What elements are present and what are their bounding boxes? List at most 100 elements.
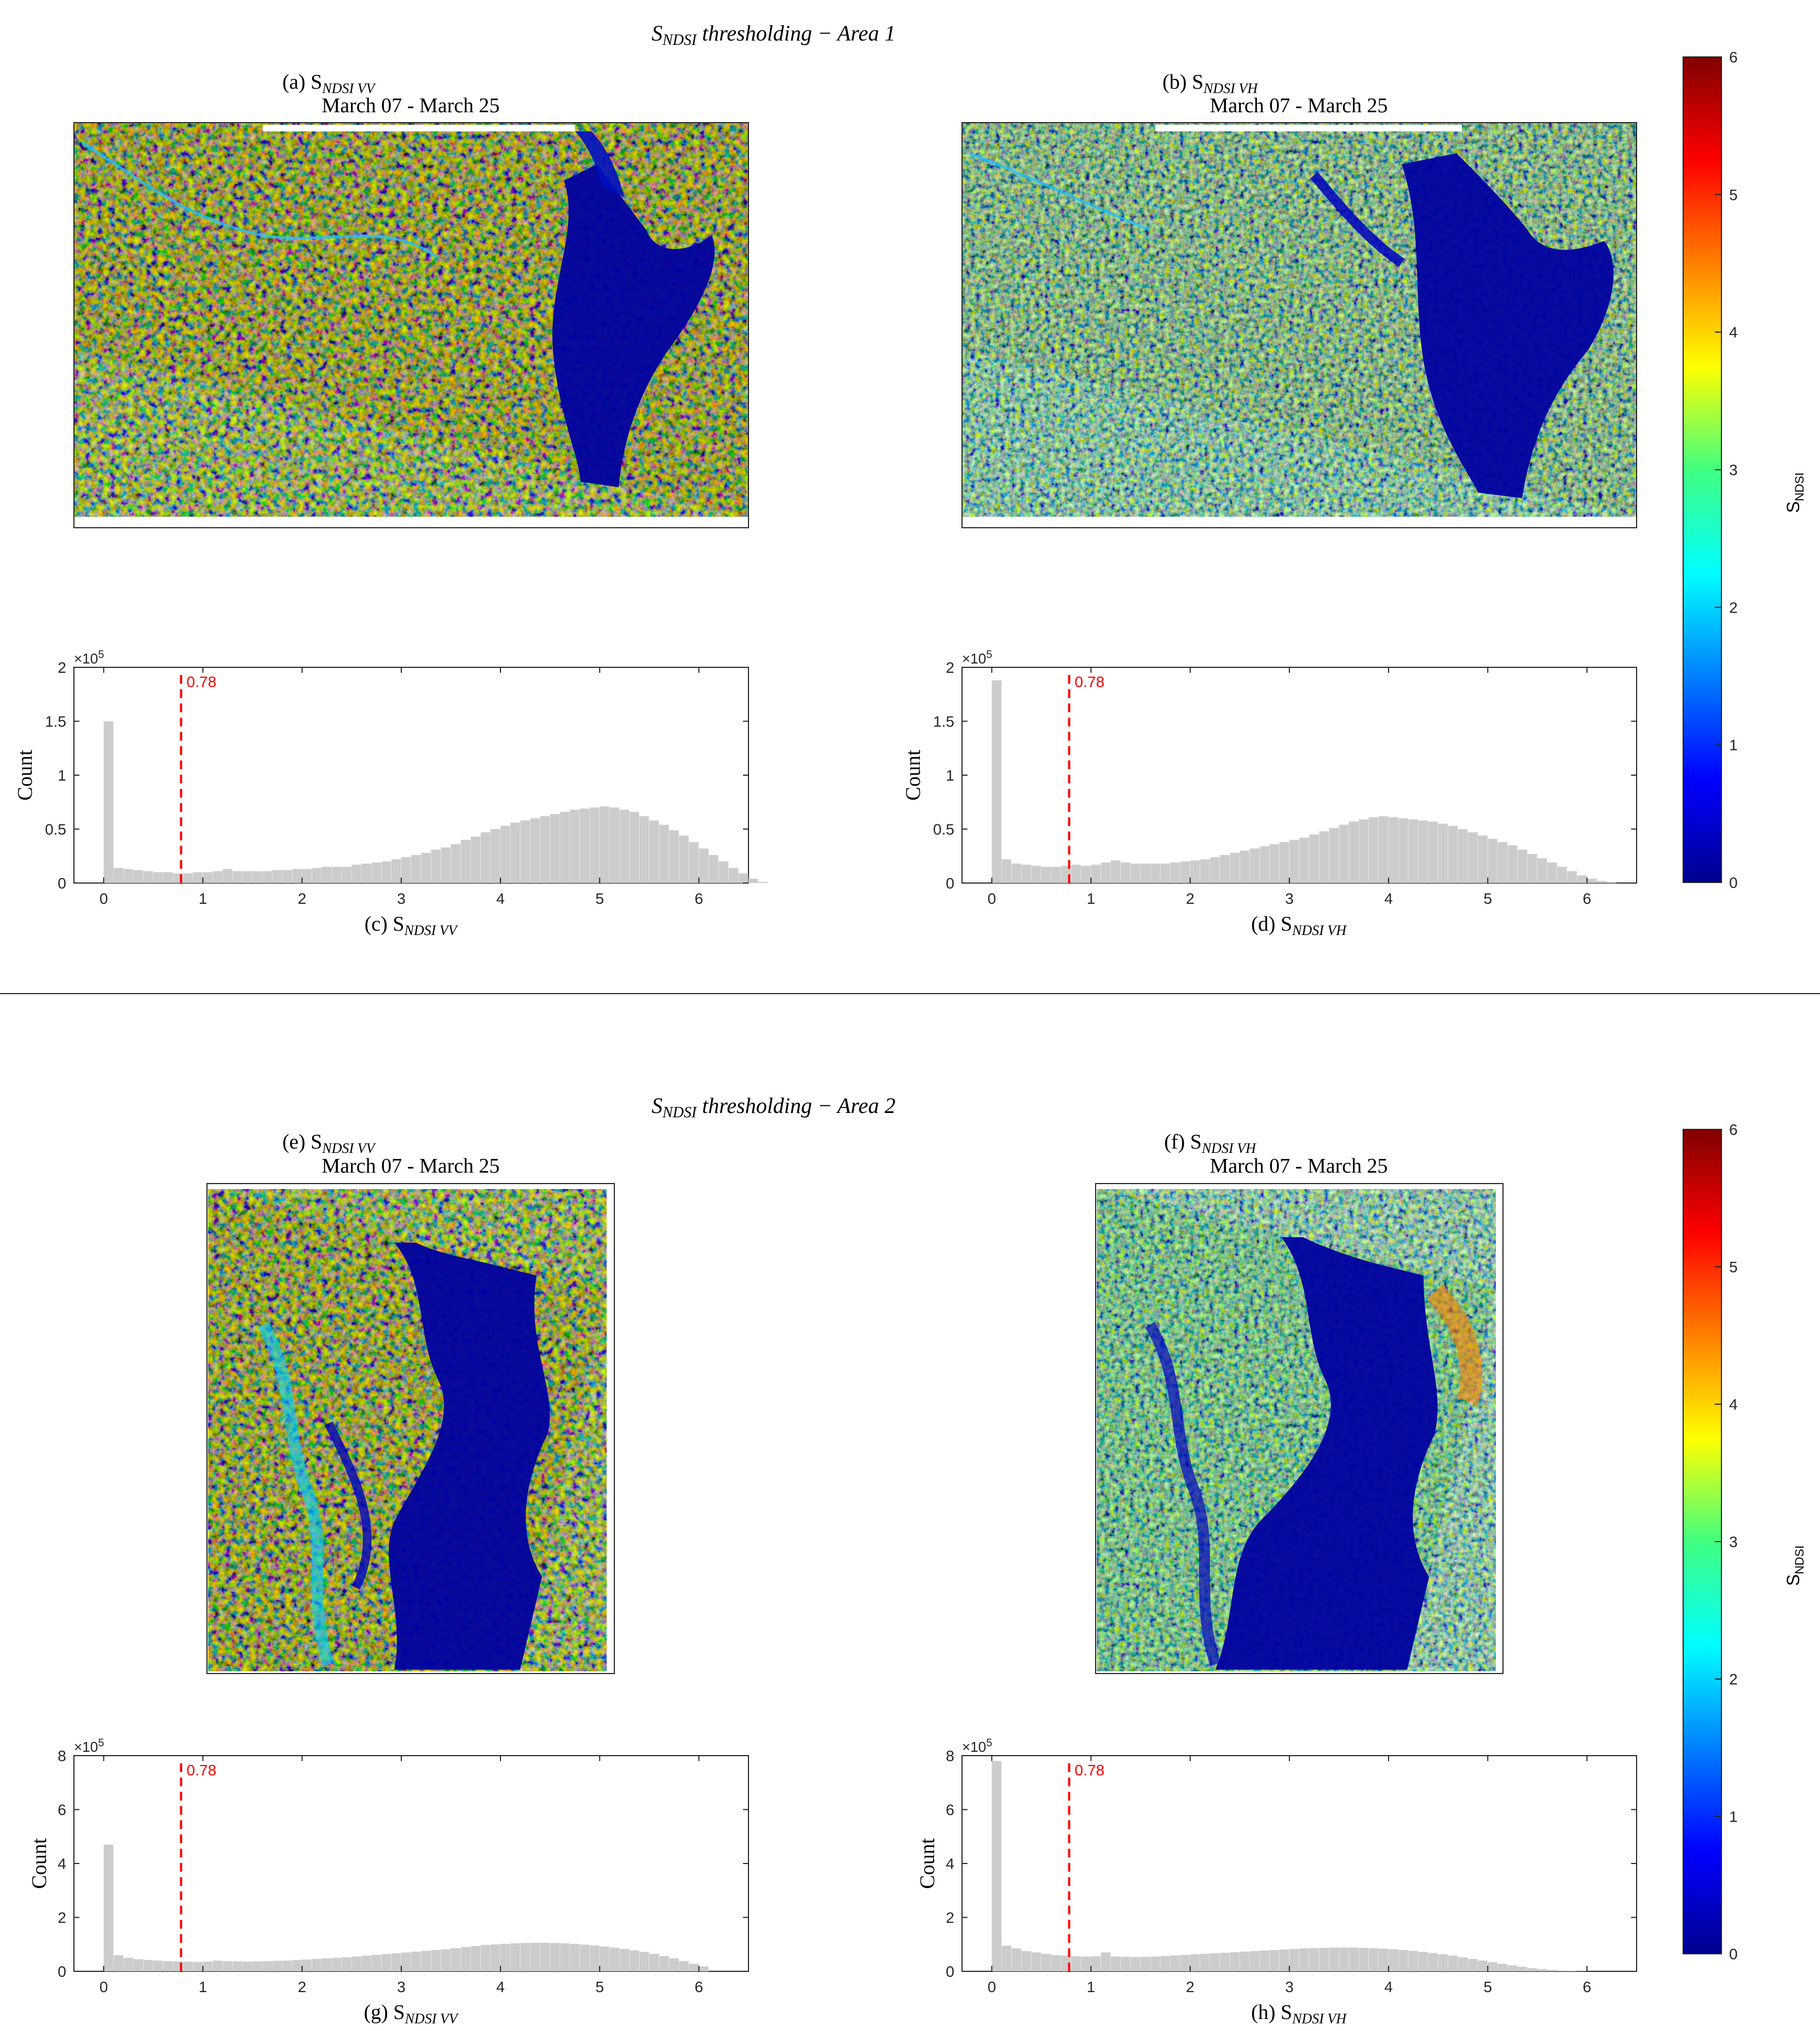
y-tick-label: 1.5 <box>933 713 954 730</box>
histogram-bars <box>992 1761 1587 1971</box>
y-axis-label: Count <box>28 1838 51 1889</box>
histogram-bar <box>302 869 312 883</box>
histogram-bar <box>332 867 342 883</box>
histogram-bar <box>1349 1947 1359 1971</box>
x-tick-label: 2 <box>298 1978 307 1995</box>
histogram-bar <box>1289 840 1299 883</box>
x-tick-label: 2 <box>298 890 307 907</box>
histogram-bar <box>143 871 153 883</box>
y-scale-label: ×105 <box>74 1737 104 1755</box>
x-tick-label: 6 <box>695 890 704 907</box>
colorbar-tick-label: 1 <box>1729 1808 1738 1825</box>
histogram-bar <box>1091 1956 1101 1971</box>
histogram-bar <box>1269 844 1280 883</box>
threshold-label: 0.78 <box>1075 673 1105 690</box>
histogram-bar <box>1517 849 1528 883</box>
y-tick-label: 6 <box>946 1802 954 1819</box>
x-tick-label: 2 <box>1186 1978 1195 1995</box>
histogram-bar <box>520 1943 530 1971</box>
histogram-bar <box>480 832 491 883</box>
histogram-bar <box>1378 1948 1389 1971</box>
y-tick-label: 2 <box>57 659 66 676</box>
y-tick-label: 2 <box>946 659 954 676</box>
histogram-bar <box>163 872 173 883</box>
histogram-axes <box>961 1755 1637 1972</box>
histogram-bar <box>262 871 272 883</box>
histogram-bar <box>321 867 332 883</box>
colorbar-area-1: 0 1 2 3 4 5 6 SNDSI <box>1683 49 1806 891</box>
histogram-bar <box>1478 1960 1488 1971</box>
histogram-bar <box>1507 1965 1518 1971</box>
histogram-bar <box>391 1953 401 1971</box>
histogram-label: (h) SNDSI VH <box>1251 2001 1347 2027</box>
histogram-bar <box>431 849 441 883</box>
histogram-bar <box>679 1961 689 1971</box>
histogram-bar <box>480 1945 491 1971</box>
histogram-bar <box>1249 848 1260 883</box>
histogram-bar <box>1358 819 1369 883</box>
map-panel-b: (b) SNDSI VH March 07 - March 25 <box>961 71 1637 528</box>
histogram-bar <box>718 861 729 883</box>
histogram-bar <box>1110 1956 1121 1971</box>
x-tick-label: 6 <box>695 1978 704 1995</box>
y-tick-label: 4 <box>946 1855 954 1872</box>
histogram-bar <box>609 807 619 883</box>
histogram-bar <box>282 870 292 883</box>
map-image-vv-area1 <box>74 123 748 517</box>
histogram-bar <box>629 1950 640 1971</box>
histogram-bar <box>1101 862 1111 883</box>
y-tick-label: 0.5 <box>933 821 954 838</box>
x-tick-label: 3 <box>397 890 406 907</box>
histogram-bar <box>1001 859 1012 883</box>
histogram-bar <box>1220 1953 1230 1971</box>
histogram-bar <box>1031 866 1041 883</box>
histogram-bar <box>1408 1951 1418 1971</box>
histogram-bar <box>361 863 372 883</box>
histogram-bar <box>1488 1962 1498 1971</box>
map-label: (a) SNDSI VV <box>283 71 377 96</box>
histogram-bar <box>1001 1946 1012 1971</box>
x-tick-label: 0 <box>100 890 108 907</box>
histogram-bar <box>1269 1950 1280 1971</box>
x-tick-label: 3 <box>1285 1978 1294 1995</box>
threshold-label: 0.78 <box>187 1762 217 1779</box>
y-axis-label: Count <box>902 749 925 800</box>
histogram-bar <box>1091 864 1101 883</box>
colorbar-label: SNDSI <box>1783 1545 1806 1586</box>
histogram-bar <box>203 872 213 883</box>
histogram-bar <box>1547 862 1557 883</box>
histogram-bar <box>1279 1949 1289 1971</box>
histogram-bar <box>1478 835 1488 883</box>
histogram-bar <box>1190 1954 1200 1971</box>
histogram-bar <box>1051 867 1061 883</box>
histogram-bar <box>222 869 233 883</box>
histogram-bar <box>1329 1947 1339 1971</box>
map-label: (f) SNDSI VH <box>1164 1130 1257 1156</box>
histogram-bar <box>1170 1955 1180 1971</box>
histogram-bar <box>560 1943 570 1971</box>
histogram-bars <box>992 680 1617 883</box>
histogram-bar <box>590 807 600 883</box>
histogram-bar <box>550 1943 560 1971</box>
histogram-bar <box>153 1960 163 1971</box>
histogram-bar <box>212 871 223 883</box>
histogram-bar <box>1398 1950 1408 1971</box>
colorbar-ticks: 0 1 2 3 4 5 6 <box>1715 49 1738 891</box>
histogram-bar <box>183 1961 193 1971</box>
histogram-bar <box>381 1954 391 1971</box>
histogram-bar <box>1131 1957 1141 1971</box>
histogram-bar <box>222 1961 233 1971</box>
x-tick-label: 3 <box>1285 890 1294 907</box>
histogram-bar <box>1141 1957 1150 1971</box>
histogram-bar <box>1021 864 1032 883</box>
histogram-bar <box>550 813 560 883</box>
histogram-bar <box>232 1961 243 1971</box>
histogram-bar <box>1150 1956 1160 1971</box>
histogram-bar <box>262 1961 272 1971</box>
histogram-bar <box>272 1960 282 1971</box>
histogram-bar <box>709 855 719 883</box>
histogram-bar <box>1368 1948 1379 1971</box>
histogram-bar <box>252 871 262 883</box>
histogram-bar <box>193 1961 203 1971</box>
histogram-bar <box>1240 1952 1249 1971</box>
